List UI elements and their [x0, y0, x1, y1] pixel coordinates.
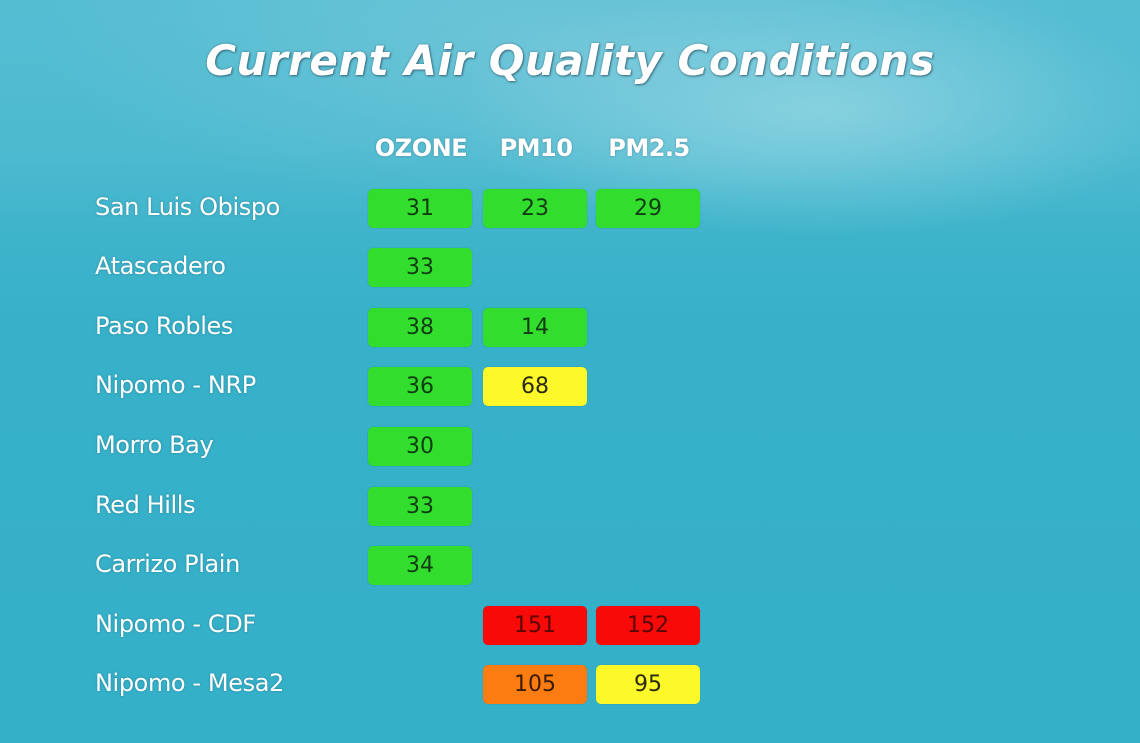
ozone-value: 30: [368, 427, 472, 466]
table-row: Carrizo Plain 34: [0, 546, 1140, 586]
column-header-ozone: OZONE: [374, 134, 468, 162]
pm10-value: 151: [483, 606, 587, 645]
station-name: Carrizo Plain: [95, 550, 240, 578]
page-title: Current Air Quality Conditions: [205, 36, 935, 85]
station-name: Paso Robles: [95, 312, 233, 340]
table-row: San Luis Obispo 31 23 29: [0, 189, 1140, 229]
ozone-value: 33: [368, 248, 472, 287]
pm10-value: 105: [483, 665, 587, 704]
ozone-value: 31: [368, 189, 472, 228]
station-name: Atascadero: [95, 252, 226, 280]
pm25-value: 29: [596, 189, 700, 228]
pm10-value: 14: [483, 308, 587, 347]
ozone-value: 33: [368, 487, 472, 526]
table-row: Nipomo - Mesa2 105 95: [0, 665, 1140, 705]
table-row: Red Hills 33: [0, 487, 1140, 527]
pm25-value: 152: [596, 606, 700, 645]
table-row: Morro Bay 30: [0, 427, 1140, 467]
table-row: Nipomo - NRP 36 68: [0, 367, 1140, 407]
station-name: Nipomo - CDF: [95, 610, 256, 638]
table-row: Atascadero 33: [0, 248, 1140, 288]
pm10-value: 68: [483, 367, 587, 406]
ozone-value: 36: [368, 367, 472, 406]
column-header-pm10: PM10: [499, 134, 573, 162]
column-header-pm25: PM2.5: [608, 134, 690, 162]
ozone-value: 38: [368, 308, 472, 347]
table-row: Nipomo - CDF 151 152: [0, 606, 1140, 646]
station-name: Morro Bay: [95, 431, 214, 459]
station-name: Nipomo - NRP: [95, 371, 256, 399]
station-name: San Luis Obispo: [95, 193, 280, 221]
pm25-value: 95: [596, 665, 700, 704]
ozone-value: 34: [368, 546, 472, 585]
pm10-value: 23: [483, 189, 587, 228]
table-row: Paso Robles 38 14: [0, 308, 1140, 348]
station-name: Nipomo - Mesa2: [95, 669, 284, 697]
station-name: Red Hills: [95, 491, 196, 519]
